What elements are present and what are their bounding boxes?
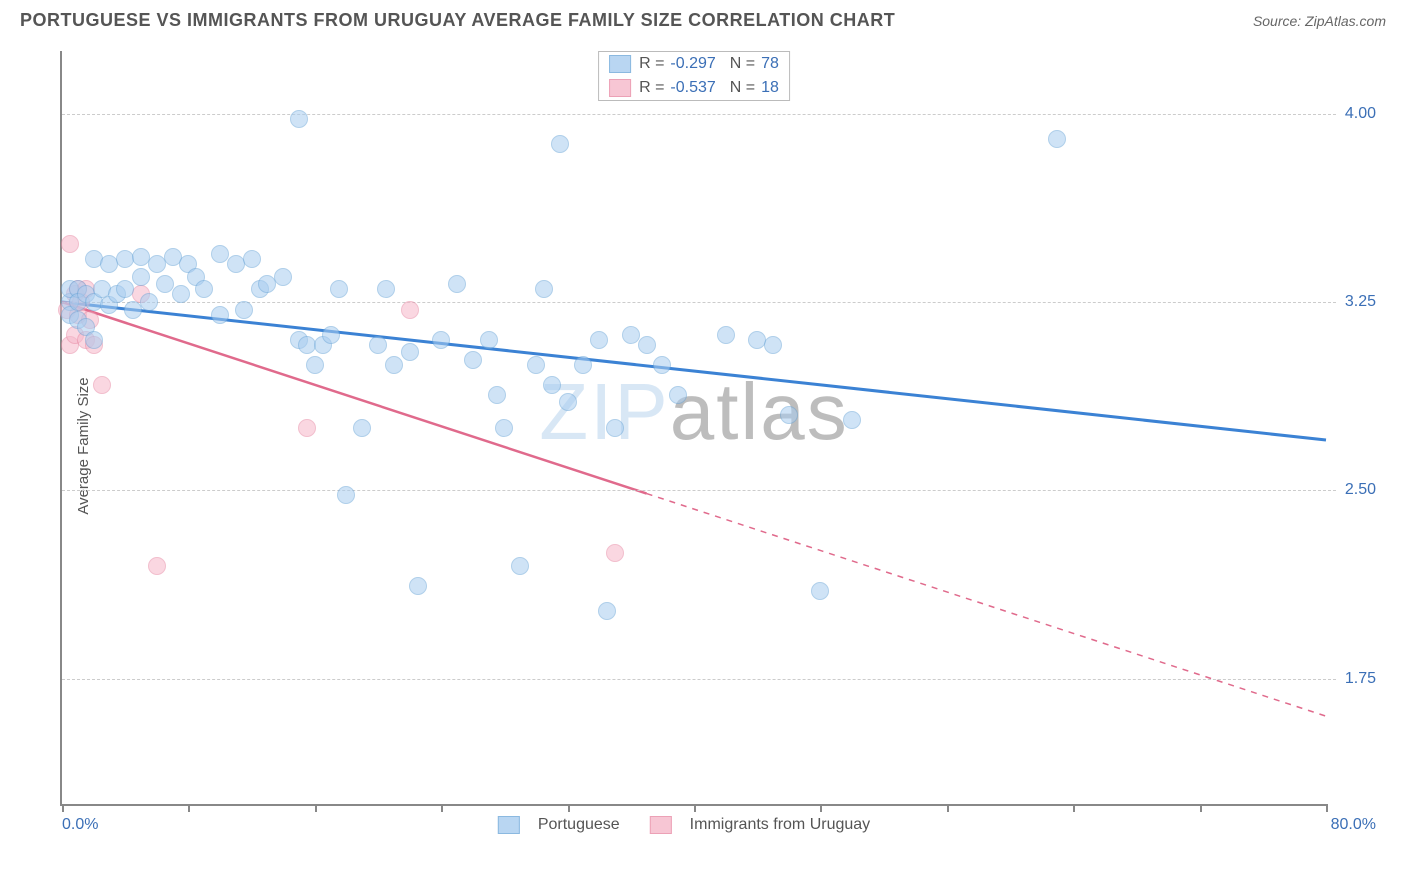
data-point-portuguese (551, 135, 569, 153)
y-tick-label: 4.00 (1345, 105, 1376, 123)
legend-n-value: 18 (761, 79, 779, 97)
x-tick (568, 804, 570, 812)
data-point-portuguese (195, 280, 213, 298)
data-point-portuguese (574, 356, 592, 374)
data-point-portuguese (140, 293, 158, 311)
data-point-portuguese (559, 393, 577, 411)
data-point-portuguese (606, 419, 624, 437)
data-point-portuguese (322, 326, 340, 344)
chart-container: Average Family Size ZIPatlas R =-0.297N … (20, 41, 1386, 851)
grid-line (62, 114, 1336, 115)
x-tick (441, 804, 443, 812)
data-point-portuguese (353, 419, 371, 437)
legend-stats-row: R = -0.537 N = 18 (599, 76, 789, 100)
data-point-portuguese (290, 110, 308, 128)
data-point-portuguese (401, 343, 419, 361)
data-point-portuguese (369, 336, 387, 354)
legend-swatch (609, 55, 631, 73)
data-point-portuguese (488, 386, 506, 404)
data-point-uruguay (148, 557, 166, 575)
legend-stats: R = -0.297 N = 78 R = -0.537 N = 18 (598, 51, 790, 101)
data-point-portuguese (1048, 130, 1066, 148)
legend-swatch (650, 816, 672, 834)
chart-source: Source: ZipAtlas.com (1253, 13, 1386, 29)
legend-swatch (498, 816, 520, 834)
data-point-portuguese (527, 356, 545, 374)
legend-r-value: -0.297 (670, 55, 715, 73)
legend-n-value: 78 (761, 55, 779, 73)
data-point-portuguese (511, 557, 529, 575)
legend-r-label: R = (639, 55, 664, 73)
data-point-portuguese (432, 331, 450, 349)
chart-header: PORTUGUESE VS IMMIGRANTS FROM URUGUAY AV… (0, 0, 1406, 36)
trend-line-uruguay-dashed (647, 494, 1326, 717)
plot-area: ZIPatlas R =-0.297N =78R =-0.537N =18 Po… (60, 51, 1326, 806)
x-tick (1326, 804, 1328, 812)
data-point-portuguese (669, 386, 687, 404)
data-point-portuguese (116, 280, 134, 298)
data-point-portuguese (448, 275, 466, 293)
x-tick (315, 804, 317, 812)
grid-line (62, 679, 1336, 680)
y-tick-label: 2.50 (1345, 481, 1376, 499)
x-tick (820, 804, 822, 812)
legend-n-label: N = (730, 55, 755, 73)
data-point-portuguese (409, 577, 427, 595)
x-axis-min-label: 0.0% (62, 816, 98, 834)
data-point-portuguese (780, 406, 798, 424)
data-point-portuguese (843, 411, 861, 429)
legend-series: Portuguese Immigrants from Uruguay (498, 816, 890, 834)
x-tick (62, 804, 64, 812)
data-point-portuguese (495, 419, 513, 437)
y-tick-label: 3.25 (1345, 293, 1376, 311)
data-point-portuguese (377, 280, 395, 298)
data-point-portuguese (243, 250, 261, 268)
data-point-portuguese (132, 268, 150, 286)
x-axis-max-label: 80.0% (1331, 816, 1376, 834)
legend-stats-row: R = -0.297 N = 78 (599, 52, 789, 76)
data-point-portuguese (211, 306, 229, 324)
data-point-portuguese (235, 301, 253, 319)
data-point-uruguay (61, 235, 79, 253)
data-point-portuguese (653, 356, 671, 374)
data-point-portuguese (598, 602, 616, 620)
legend-swatch (609, 79, 631, 97)
legend-r-label: R = (639, 79, 664, 97)
legend-series-label: Portuguese (538, 816, 620, 834)
data-point-portuguese (717, 326, 735, 344)
data-point-portuguese (306, 356, 324, 374)
data-point-portuguese (638, 336, 656, 354)
x-tick (947, 804, 949, 812)
x-tick (188, 804, 190, 812)
grid-line (62, 302, 1336, 303)
trend-line-portuguese (62, 302, 1326, 440)
x-tick (1200, 804, 1202, 812)
data-point-portuguese (480, 331, 498, 349)
data-point-uruguay (93, 376, 111, 394)
trend-lines (62, 51, 1326, 804)
y-tick-label: 1.75 (1345, 670, 1376, 688)
data-point-uruguay (606, 544, 624, 562)
x-tick (694, 804, 696, 812)
grid-line (62, 490, 1336, 491)
data-point-portuguese (811, 582, 829, 600)
data-point-portuguese (274, 268, 292, 286)
legend-n-label: N = (730, 79, 755, 97)
data-point-portuguese (464, 351, 482, 369)
data-point-portuguese (172, 285, 190, 303)
chart-title: PORTUGUESE VS IMMIGRANTS FROM URUGUAY AV… (20, 10, 895, 31)
data-point-portuguese (385, 356, 403, 374)
data-point-portuguese (85, 331, 103, 349)
x-tick (1073, 804, 1075, 812)
data-point-portuguese (543, 376, 561, 394)
legend-series-label: Immigrants from Uruguay (690, 816, 871, 834)
data-point-portuguese (764, 336, 782, 354)
data-point-portuguese (535, 280, 553, 298)
data-point-uruguay (401, 301, 419, 319)
data-point-uruguay (298, 419, 316, 437)
data-point-portuguese (337, 486, 355, 504)
legend-r-value: -0.537 (670, 79, 715, 97)
data-point-portuguese (590, 331, 608, 349)
data-point-portuguese (330, 280, 348, 298)
